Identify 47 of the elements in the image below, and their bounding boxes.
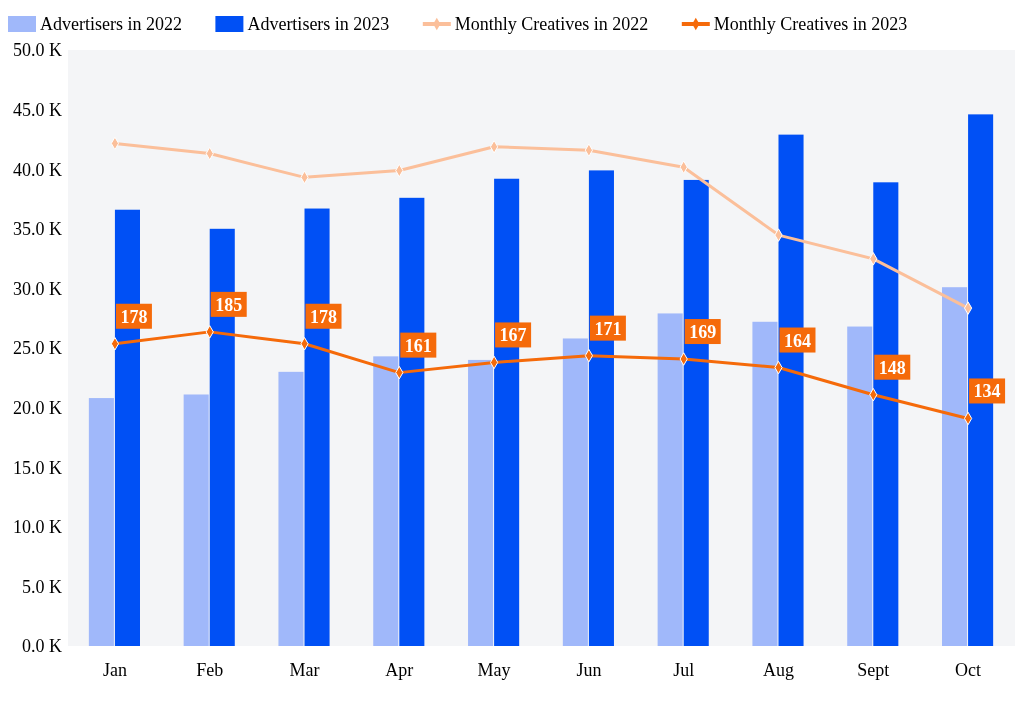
y-tick-label: 35.0 K: [13, 219, 62, 240]
y-tick-label: 40.0 K: [13, 159, 62, 180]
data-label: 171: [594, 318, 622, 339]
y-tick-label: 50.0 K: [13, 40, 62, 61]
x-tick-label: Sept: [857, 660, 890, 680]
data-label: 148: [878, 357, 906, 378]
y-tick-label: 0.0 K: [22, 636, 62, 657]
data-label: 178: [120, 306, 148, 327]
bar: [657, 313, 683, 646]
y-tick-label: 10.0 K: [13, 517, 62, 538]
y-tick-label: 20.0 K: [13, 397, 62, 418]
x-tick-label: Aug: [762, 660, 794, 680]
x-tick-label: Mar: [289, 660, 320, 680]
x-tick-label: Apr: [385, 660, 414, 680]
x-tick-label: Jun: [576, 660, 602, 680]
data-label: 167: [499, 325, 527, 346]
y-tick-label: 5.0 K: [22, 576, 62, 597]
data-label: 164: [783, 330, 811, 351]
bar: [847, 326, 873, 646]
bar: [468, 359, 494, 646]
y-tick-label: 15.0 K: [13, 457, 62, 478]
data-label: 161: [404, 335, 432, 356]
x-tick-label: Jan: [102, 660, 127, 680]
x-tick-label: Jul: [673, 660, 695, 680]
data-label: 178: [310, 306, 338, 327]
legend-label: Advertisers in 2022: [40, 14, 182, 35]
bar: [942, 287, 968, 646]
y-tick-label: 45.0 K: [13, 99, 62, 120]
legend-label: Monthly Creatives in 2023: [713, 14, 908, 35]
data-label: 185: [215, 294, 243, 315]
bar: [752, 321, 778, 646]
y-tick-label: 30.0 K: [13, 278, 62, 299]
x-tick-label: Feb: [196, 660, 224, 680]
bar: [562, 338, 588, 646]
y-tick-label: 25.0 K: [13, 338, 62, 359]
bar: [278, 371, 304, 646]
x-tick-label: Oct: [955, 660, 982, 680]
bar: [373, 356, 399, 646]
data-label: 169: [689, 322, 717, 343]
x-tick-label: May: [477, 660, 511, 680]
data-label: 134: [973, 381, 1001, 402]
legend-label: Advertisers in 2023: [247, 14, 390, 35]
bar: [88, 398, 114, 646]
point: [963, 301, 973, 315]
point: [110, 337, 120, 351]
bar: [183, 394, 209, 646]
legend-label: Monthly Creatives in 2022: [454, 14, 649, 35]
